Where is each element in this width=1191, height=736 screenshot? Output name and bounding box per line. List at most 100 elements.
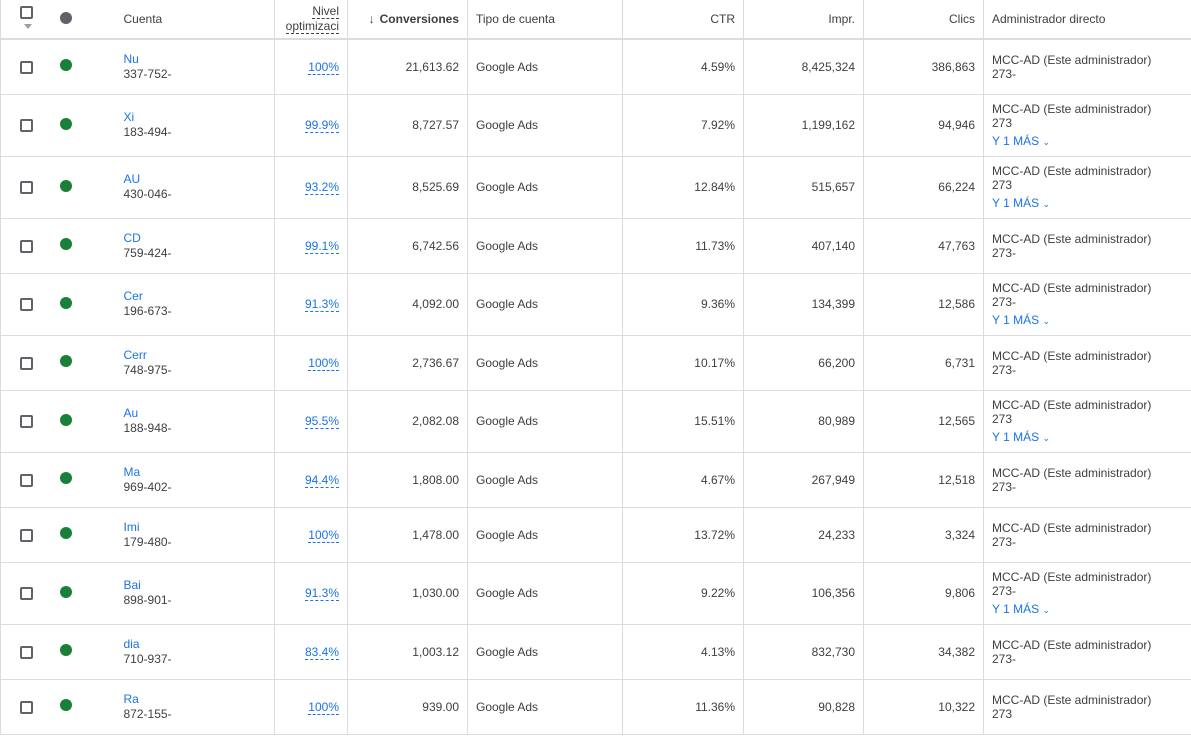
account-cell: Au 188-948- [117,390,275,453]
account-type-cell: Google Ads [467,390,623,453]
manager-id: 273 [992,177,1013,192]
row-checkbox[interactable] [20,60,33,74]
account-id: 710-937- [123,651,172,666]
status-cell [45,507,118,563]
show-more-link[interactable]: Y 1 MÁS ⌄ [992,313,1183,328]
account-type-cell: Google Ads [467,562,623,625]
manager-cell: MCC-AD (Este administrador) 273- [983,452,1191,508]
row-checkbox[interactable] [20,239,33,253]
optimization-score-link[interactable]: 99.9% [304,118,339,133]
manager-name: MCC-AD (Este administrador) [992,280,1152,295]
account-cell: CD 759-424- [117,218,275,274]
manager-cell: MCC-AD (Este administrador) 273- [983,218,1191,274]
status-enabled-icon [59,585,72,598]
optimization-score-link[interactable]: 95.5% [304,414,339,429]
row-checkbox[interactable] [20,181,33,195]
optimization-score-link[interactable]: 94.4% [304,472,339,488]
header-impr[interactable]: Impr. [743,0,864,40]
manager-cell: MCC-AD (Este administrador) 273- [983,39,1191,95]
clicks-cell: 94,946 [863,94,984,157]
status-cell [45,335,118,391]
conversions-cell: 2,082.08 [347,390,468,453]
row-checkbox[interactable] [20,473,33,487]
row-select-cell [0,679,46,735]
chevron-down-icon: ⌄ [1042,315,1051,326]
optimization-score-link[interactable]: 99.1% [304,238,339,254]
show-more-link[interactable]: Y 1 MÁS ⌄ [992,134,1183,149]
account-name-link[interactable]: Ra [123,691,139,706]
select-all-checkbox[interactable] [20,6,33,20]
conversions-cell: 1,003.12 [347,624,468,680]
status-enabled-icon [59,644,72,656]
impressions-cell: 106,356 [743,562,864,625]
account-id: 337-752- [123,66,172,81]
optimization-score-link[interactable]: 93.2% [304,180,339,195]
conversions-cell: 8,727.57 [347,94,468,157]
account-name-link[interactable]: Xi [123,110,135,124]
table-row: Imi 179-480- 100% 1,478.00 Google Ads 13.… [0,507,1191,563]
header-admin[interactable]: Administrador directo [983,0,1191,40]
show-more-link[interactable]: Y 1 MÁS ⌄ [992,430,1183,445]
account-name-link[interactable]: CD [123,230,141,245]
manager-id: 273 [992,706,1013,721]
row-checkbox[interactable] [20,119,33,133]
status-enabled-icon [59,59,72,72]
ctr-cell: 11.36% [622,679,744,735]
show-more-link[interactable]: Y 1 MÁS ⌄ [992,196,1183,211]
optimization-score-link[interactable]: 100% [308,59,339,75]
header-ctr[interactable]: CTR [622,0,744,40]
account-id: 748-975- [123,362,172,377]
header-nivel[interactable]: Nivel optimizaci [274,0,348,40]
clicks-cell: 12,586 [863,273,984,336]
account-name-link[interactable]: Bai [123,578,141,592]
caret-down-icon[interactable] [24,24,32,30]
manager-cell: MCC-AD (Este administrador) 273- Y 1 MÁS ⌄ [983,273,1191,336]
manager-cell: MCC-AD (Este administrador) 273 [983,679,1191,735]
conversions-cell: 1,808.00 [347,452,468,508]
manager-name: MCC-AD (Este administrador) [992,231,1152,246]
row-checkbox[interactable] [20,356,33,370]
manager-id: 273- [992,362,1017,377]
optimization-cell: 100% [274,679,348,735]
account-id: 898-901- [123,593,172,607]
header-cuenta[interactable]: Cuenta [117,0,275,40]
account-name-link[interactable]: AU [123,172,141,186]
account-name-link[interactable]: Nu [123,51,139,66]
optimization-score-link[interactable]: 91.3% [304,586,339,601]
manager-name: MCC-AD (Este administrador) [992,465,1152,480]
manager-name: MCC-AD (Este administrador) [992,520,1152,535]
account-name-link[interactable]: Au [123,406,139,420]
header-clics[interactable]: Clics [863,0,984,40]
row-checkbox[interactable] [20,700,33,714]
optimization-score-link[interactable]: 83.4% [304,644,339,660]
show-more-link[interactable]: Y 1 MÁS ⌄ [992,602,1183,617]
status-enabled-icon [59,296,72,309]
chevron-down-icon: ⌄ [1042,198,1051,209]
row-checkbox[interactable] [20,528,33,542]
manager-cell: MCC-AD (Este administrador) 273 Y 1 MÁS ⌄ [983,156,1191,219]
row-checkbox[interactable] [20,415,33,429]
manager-name: MCC-AD (Este administrador) [992,569,1152,584]
row-checkbox[interactable] [20,587,33,601]
account-name-link[interactable]: Ma [123,464,141,479]
account-name-link[interactable]: dia [123,636,140,651]
optimization-score-link[interactable]: 100% [308,699,339,715]
select-all-header[interactable] [0,0,46,40]
row-checkbox[interactable] [20,298,33,312]
optimization-cell: 91.3% [274,273,348,336]
account-name-link[interactable]: Imi [123,519,140,534]
optimization-cell: 100% [274,335,348,391]
manager-id: 273 [992,115,1013,130]
header-nivel-line1: Nivel [312,4,339,19]
header-conversiones-label: Conversiones [379,12,459,26]
manager-cell: MCC-AD (Este administrador) 273 Y 1 MÁS ⌄ [983,94,1191,157]
optimization-score-link[interactable]: 100% [308,355,339,371]
header-conversiones[interactable]: ↓ Conversiones [347,0,468,40]
row-checkbox[interactable] [20,645,33,659]
optimization-score-link[interactable]: 91.3% [304,297,339,312]
header-tipo[interactable]: Tipo de cuenta [467,0,623,40]
account-name-link[interactable]: Cerr [123,347,147,362]
optimization-score-link[interactable]: 100% [308,527,339,543]
account-name-link[interactable]: Cer [123,289,143,303]
ctr-cell: 10.17% [622,335,744,391]
